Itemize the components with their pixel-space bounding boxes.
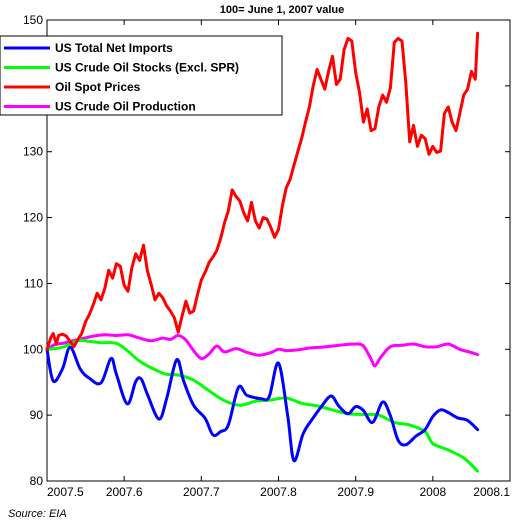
x-axis: 2007.5 2007.6 2007.7 2007.8 2007.9 2008 2008.1 <box>46 20 511 499</box>
x-tick-label: 2007.7 <box>183 485 220 499</box>
series-line-oil-spot-prices <box>45 31 480 351</box>
x-tick-label: 2007.8 <box>260 485 297 499</box>
y-tick-label: 100 <box>23 342 43 356</box>
x-tick-label: 2007.5 <box>47 485 84 499</box>
legend-label: Oil Spot Prices <box>55 80 141 94</box>
series-lines <box>45 31 480 473</box>
y-tick-label: 110 <box>24 276 43 290</box>
legend-label: US Crude Oil Stocks (Excl. SPR) <box>55 61 239 75</box>
y-tick-label: 120 <box>23 211 43 225</box>
y-tick-label: 80 <box>30 474 44 488</box>
legend: US Total Net Imports US Crude Oil Stocks … <box>0 35 283 116</box>
x-tick-label: 2008.1 <box>473 485 510 499</box>
series-line-us-crude-oil-stocks-excl-spr <box>45 338 480 473</box>
series-line-us-crude-oil-production <box>45 333 480 368</box>
x-tick-label: 2007.6 <box>106 485 143 499</box>
x-tick-label: 2007.9 <box>337 485 374 499</box>
y-tick-label: 150 <box>23 13 43 27</box>
source-note: Source: EIA <box>8 508 67 520</box>
y-tick-label: 90 <box>30 408 44 422</box>
legend-label: US Crude Oil Production <box>55 100 196 114</box>
y-tick-label: 130 <box>23 145 43 159</box>
series-line-us-total-net-imports <box>45 345 480 463</box>
chart-title: 100= June 1, 2007 value <box>220 4 344 16</box>
x-tick-label: 2008 <box>419 485 446 499</box>
legend-label: US Total Net Imports <box>55 41 173 55</box>
